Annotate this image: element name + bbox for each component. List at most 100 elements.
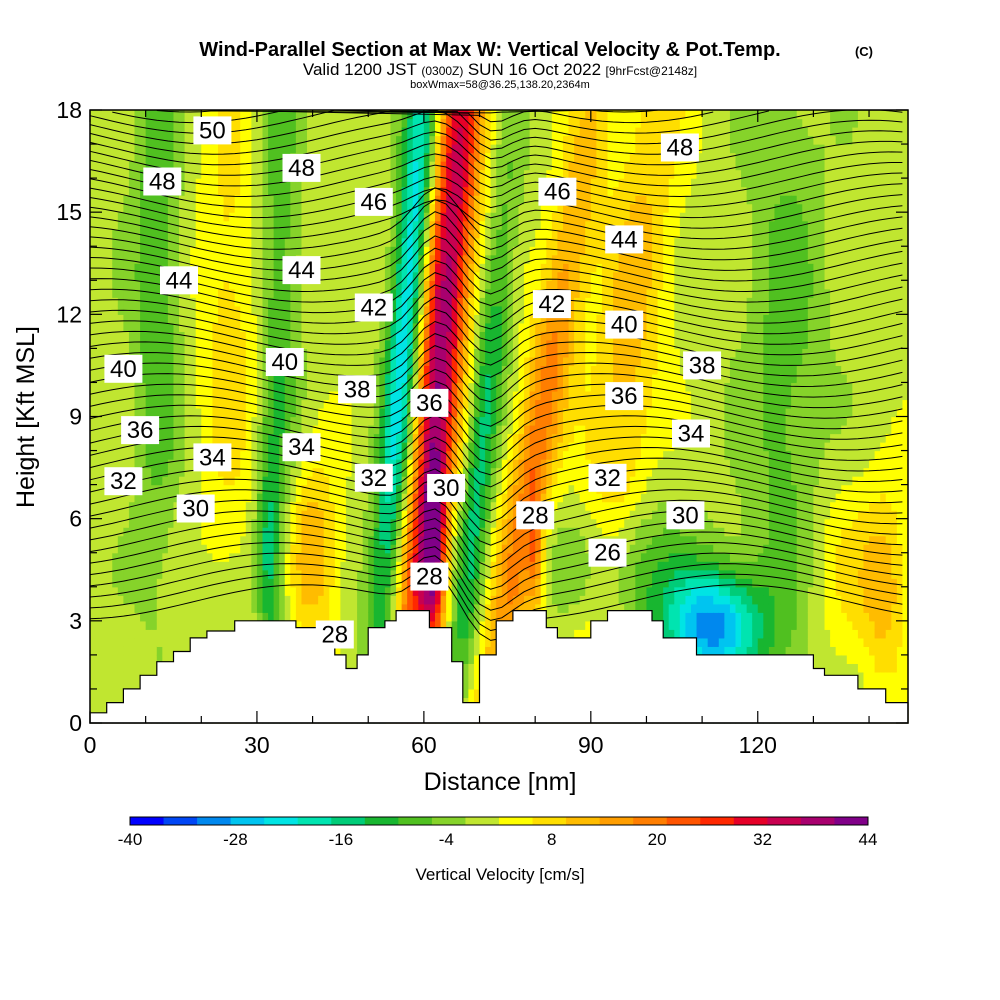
velocity-cell [184, 518, 191, 528]
velocity-cell [357, 510, 364, 520]
velocity-cell [290, 280, 297, 290]
velocity-cell [223, 271, 230, 281]
velocity-cell [440, 305, 447, 315]
velocity-cell [307, 229, 314, 239]
velocity-cell [473, 654, 481, 664]
velocity-cell [457, 356, 464, 367]
velocity-cell [184, 365, 191, 375]
velocity-cell [451, 271, 458, 281]
velocity-cell [112, 527, 119, 537]
velocity-cell [273, 229, 280, 239]
velocity-cell [106, 663, 113, 673]
velocity-cell [446, 169, 453, 179]
velocity-cell [345, 535, 353, 545]
velocity-cell [462, 280, 469, 290]
velocity-cell [234, 527, 241, 537]
velocity-cell [362, 535, 369, 545]
velocity-cell [440, 527, 447, 537]
velocity-cell [251, 229, 258, 239]
velocity-cell [357, 527, 364, 537]
velocity-cell [95, 416, 102, 426]
velocity-cell [117, 382, 124, 392]
velocity-cell [156, 220, 163, 230]
velocity-cell [407, 493, 414, 503]
velocity-cell [101, 373, 108, 384]
velocity-cell [156, 612, 163, 622]
velocity-cell [401, 263, 408, 273]
velocity-cell [128, 322, 136, 332]
velocity-cell [151, 331, 158, 341]
velocity-cell [123, 297, 130, 307]
velocity-cell [112, 518, 119, 528]
velocity-cell [451, 467, 458, 477]
velocity-cell [407, 271, 414, 281]
velocity-cell [112, 586, 119, 596]
velocity-cell [301, 212, 308, 222]
velocity-cell [123, 646, 130, 656]
velocity-cell [468, 339, 475, 349]
velocity-cell [240, 603, 247, 613]
velocity-cell [101, 331, 108, 341]
velocity-cell [95, 195, 102, 205]
velocity-cell [90, 220, 97, 230]
velocity-cell [184, 527, 191, 537]
velocity-cell [140, 322, 147, 332]
velocity-cell [457, 399, 464, 409]
velocity-cell [312, 229, 319, 239]
velocity-cell [345, 552, 353, 562]
velocity-cell [401, 399, 408, 409]
velocity-cell [468, 671, 475, 682]
velocity-cell [134, 629, 141, 639]
velocity-cell [362, 569, 369, 579]
velocity-cell [446, 220, 453, 230]
velocity-cell [440, 203, 447, 213]
velocity-cell [106, 569, 113, 579]
velocity-cell [156, 203, 163, 213]
velocity-cell [234, 220, 241, 230]
velocity-cell [301, 339, 308, 349]
velocity-cell [401, 595, 408, 605]
velocity-cell [318, 220, 325, 230]
velocity-cell [117, 680, 124, 690]
velocity-cell [151, 407, 158, 418]
velocity-cell [329, 280, 336, 290]
velocity-cell [256, 135, 264, 145]
velocity-cell [223, 365, 230, 375]
velocity-cell [212, 314, 219, 324]
velocity-cell [223, 195, 230, 205]
velocity-cell [279, 484, 286, 494]
velocity-cell [446, 518, 453, 528]
velocity-cell [440, 442, 447, 452]
velocity-cell [423, 382, 431, 392]
velocity-cell [468, 127, 475, 137]
velocity-cell [295, 603, 303, 613]
velocity-cell [262, 186, 269, 196]
velocity-cell [179, 382, 186, 392]
velocity-cell [173, 612, 180, 622]
velocity-cell [345, 220, 353, 230]
velocity-cell [145, 612, 152, 622]
velocity-cell [334, 118, 341, 128]
velocity-cell [117, 280, 124, 290]
velocity-cell [284, 195, 291, 205]
velocity-cell [473, 561, 481, 571]
velocity-cell [245, 110, 252, 120]
velocity-cell [279, 314, 286, 324]
velocity-cell [212, 356, 219, 367]
velocity-cell [234, 518, 241, 528]
velocity-cell [435, 288, 442, 298]
velocity-cell [251, 569, 258, 579]
velocity-cell [396, 544, 403, 554]
velocity-cell [351, 399, 358, 409]
velocity-cell [429, 459, 436, 469]
velocity-cell [418, 493, 425, 503]
velocity-cell [340, 169, 347, 179]
velocity-cell [151, 501, 158, 511]
velocity-cell [351, 527, 358, 537]
velocity-cell [90, 322, 97, 332]
valid-date: SUN 16 Oct 2022 [468, 60, 601, 79]
velocity-cell [240, 612, 247, 622]
velocity-cell [362, 212, 369, 222]
velocity-cell [323, 305, 330, 315]
velocity-cell [351, 518, 358, 528]
